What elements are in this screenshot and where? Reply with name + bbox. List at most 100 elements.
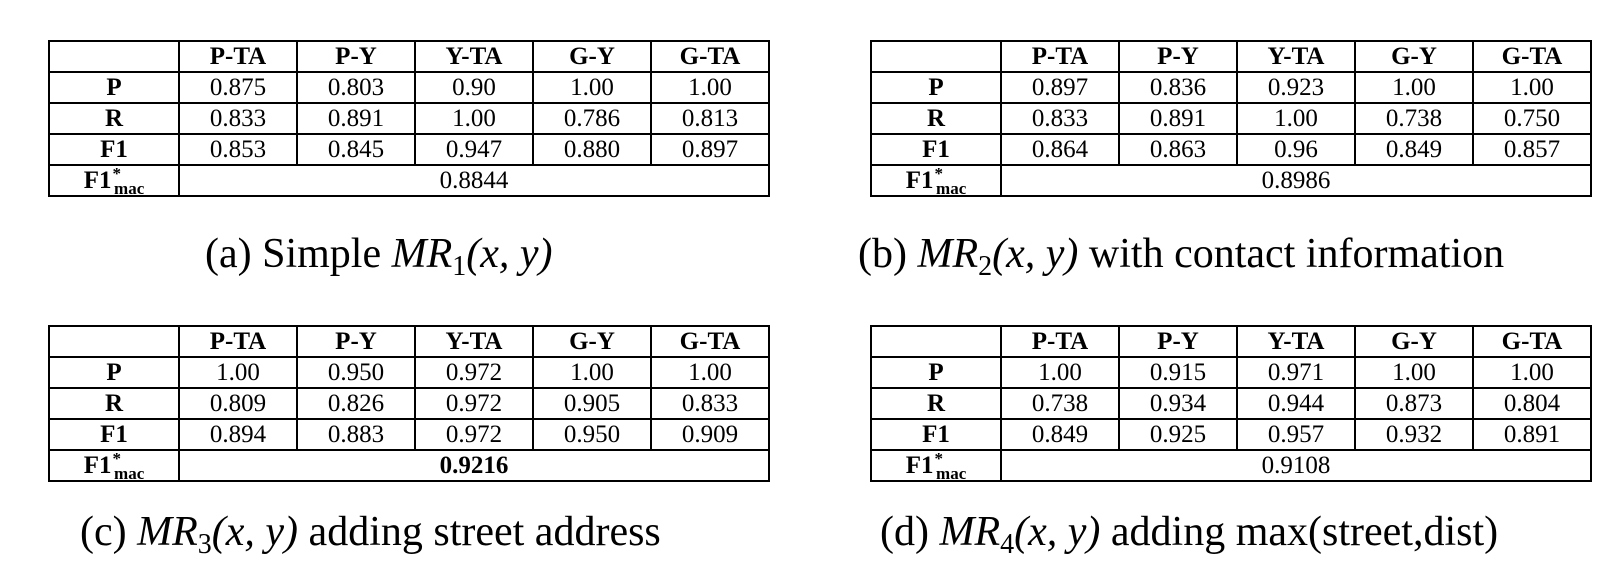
caption-c: (c) MR3(x, y) adding street address [80,508,661,561]
table-cell: 0.915 [1118,356,1238,389]
macro-row: F1*mac 0.8844 [48,164,770,197]
col-header: G-Y [1354,40,1474,73]
col-header: Y-TA [1236,325,1356,358]
macro-row: F1*mac 0.9216 [48,449,770,483]
col-header: Y-TA [1236,40,1356,73]
table-cell: 0.905 [532,387,652,420]
table-cell: 0.90 [414,71,534,104]
results-table-a: P-TA P-Y Y-TA G-Y G-TA P 0.875 0.803 0.9… [48,40,770,197]
row-label: F1 [48,418,180,451]
table-cell: 0.891 [1118,102,1238,135]
macro-label-sub: mac [114,464,145,483]
col-header: Y-TA [414,325,534,358]
table-cell: 0.833 [178,102,298,135]
macro-value-best: 0.9216 [178,449,770,482]
table-cell: 0.750 [1472,102,1592,135]
macro-label-sup: * [934,449,944,468]
table-cell: 0.826 [296,387,416,420]
row-label: R [870,387,1002,420]
table-cell: 0.950 [532,418,652,451]
table-cell: 0.875 [178,71,298,104]
table-cell: 1.00 [1236,102,1356,135]
row-label: F1 [48,133,180,166]
col-header: G-TA [1472,40,1592,73]
row-label: R [870,102,1002,135]
table-row: R 0.833 0.891 1.00 0.738 0.750 [870,102,1592,135]
caption-d: (d) MR4(x, y) adding max(street,dist) [880,508,1498,561]
header-row: P-TA P-Y Y-TA G-Y G-TA [870,40,1592,73]
table-cell: 0.925 [1118,418,1238,451]
col-header: G-TA [650,40,770,73]
caption-math-args: (x, y) [211,509,299,555]
table-cell: 0.849 [1000,418,1120,451]
table-cell: 1.00 [650,356,770,389]
row-label: R [48,102,180,135]
table-cell: 0.944 [1236,387,1356,420]
corner-cell [48,40,180,73]
macro-label-base: F1 [905,167,934,194]
caption-math-name: MR [391,231,453,277]
table-row: P 1.00 0.915 0.971 1.00 1.00 [870,356,1592,389]
caption-suffix: adding max(street,dist) [1100,509,1499,555]
table-cell: 1.00 [1472,356,1592,389]
table-cell: 0.947 [414,133,534,166]
table-cell: 0.932 [1354,418,1474,451]
caption-math-sub: 2 [978,251,993,282]
table-cell: 0.804 [1472,387,1592,420]
row-label: P [48,71,180,104]
col-header: G-Y [532,40,652,73]
table-row: F1 0.849 0.925 0.957 0.932 0.891 [870,418,1592,451]
col-header: P-TA [178,40,298,73]
col-header: P-TA [178,325,298,358]
col-header: P-Y [296,40,416,73]
caption-prefix: (d) [880,509,940,555]
caption-math-args: (x, y) [466,231,553,277]
caption-math-name: MR [917,231,979,277]
caption-suffix: adding street address [298,509,661,555]
table-cell: 1.00 [414,102,534,135]
caption-math-sub: 4 [1000,529,1015,560]
caption-math-sub: 1 [452,251,467,282]
macro-label-base: F1 [83,452,112,479]
table-cell: 0.883 [296,418,416,451]
corner-cell [870,40,1002,73]
table-cell: 0.934 [1118,387,1238,420]
col-header: P-Y [1118,325,1238,358]
corner-cell [48,325,180,358]
table-cell: 0.863 [1118,133,1238,166]
table-panel-d: P-TA P-Y Y-TA G-Y G-TA P 1.00 0.915 0.97… [870,325,1592,482]
row-label: P [870,356,1002,389]
table-cell: 0.813 [650,102,770,135]
caption-math-args: (x, y) [992,231,1079,277]
table-cell: 0.894 [178,418,298,451]
table-cell: 0.880 [532,133,652,166]
table-cell: 0.96 [1236,133,1356,166]
macro-row: F1*mac 0.8986 [870,164,1592,198]
macro-label: F1*mac [48,164,180,197]
table-panel-c: P-TA P-Y Y-TA G-Y G-TA P 1.00 0.950 0.97… [48,325,770,482]
table-row: P 1.00 0.950 0.972 1.00 1.00 [48,356,770,389]
corner-cell [870,325,1002,358]
caption-a: (a) Simple MR1(x, y) [205,230,553,283]
table-row: F1 0.864 0.863 0.96 0.849 0.857 [870,133,1592,166]
table-cell: 0.849 [1354,133,1474,166]
macro-label-base: F1 [83,167,112,194]
col-header: P-Y [296,325,416,358]
table-row: R 0.809 0.826 0.972 0.905 0.833 [48,387,770,420]
col-header: P-Y [1118,40,1238,73]
macro-value: 0.8844 [178,164,770,197]
table-cell: 0.909 [650,418,770,451]
macro-value: 0.9108 [1000,449,1592,482]
table-cell: 1.00 [178,356,298,389]
table-cell: 0.891 [296,102,416,135]
caption-b: (b) MR2(x, y) with contact information [858,230,1504,283]
row-label: R [48,387,180,420]
row-label: F1 [870,133,1002,166]
table-cell: 0.857 [1472,133,1592,166]
table-row: R 0.738 0.934 0.944 0.873 0.804 [870,387,1592,420]
table-cell: 0.891 [1472,418,1592,451]
table-cell: 0.809 [178,387,298,420]
macro-label-sub: mac [936,179,967,198]
table-row: F1 0.894 0.883 0.972 0.950 0.909 [48,418,770,451]
table-cell: 0.845 [296,133,416,166]
